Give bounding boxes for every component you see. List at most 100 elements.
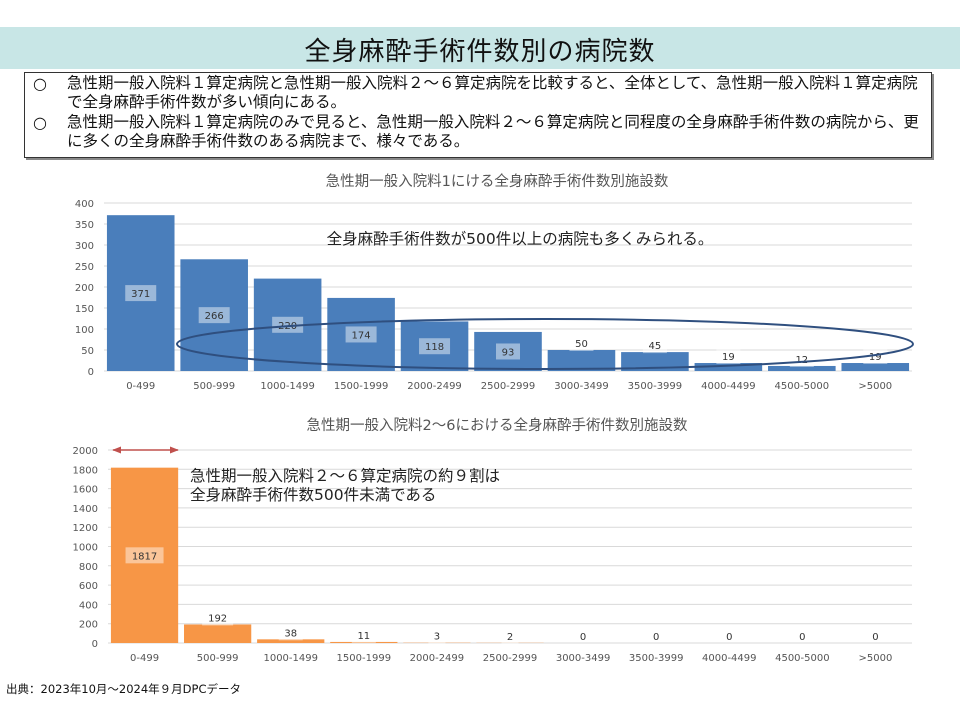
bar	[330, 641, 398, 643]
data-label-bg	[351, 626, 376, 643]
page-title: 全身麻酔手術件数別の病院数	[304, 37, 656, 67]
data-label-bg	[272, 316, 304, 333]
summary-text: 急性期一般入院料１算定病院と急性期一般入院料２～６算定病院を比較すると、全体とし…	[67, 74, 918, 111]
bar	[621, 352, 689, 371]
y-tick-label: 250	[75, 262, 94, 273]
x-tick-label: 4000-4499	[702, 653, 757, 664]
y-tick-label: 50	[81, 346, 94, 357]
data-label-bg	[428, 627, 446, 644]
x-tick-label: 500-999	[193, 381, 235, 392]
circle-bullet-icon: ○	[33, 113, 47, 132]
data-label: 45	[649, 341, 662, 352]
bar	[768, 365, 836, 371]
data-label: 2	[507, 632, 513, 643]
x-tick-label: 1500-1999	[337, 653, 392, 664]
data-label: 38	[284, 628, 297, 639]
y-tick-label: 1800	[73, 465, 98, 476]
x-tick-label: >5000	[858, 381, 892, 392]
y-tick-label: 350	[75, 220, 94, 231]
x-tick-label: 3500-3999	[629, 653, 684, 664]
data-label: 19	[722, 352, 735, 363]
bar	[257, 639, 325, 643]
data-label: 192	[208, 613, 227, 624]
data-label-bg	[125, 285, 157, 302]
y-tick-label: 1400	[73, 504, 98, 515]
y-tick-label: 150	[75, 304, 94, 315]
data-label: 266	[205, 311, 224, 322]
y-tick-label: 600	[79, 581, 98, 592]
circle-bullet-icon: ○	[33, 74, 47, 93]
x-tick-label: >5000	[859, 653, 893, 664]
x-tick-label: 2500-2999	[483, 653, 538, 664]
data-label: 93	[502, 347, 515, 358]
y-tick-label: 400	[75, 199, 94, 210]
data-label-bg	[716, 348, 741, 365]
x-tick-label: 3000-3499	[554, 381, 609, 392]
x-tick-label: 0-499	[126, 381, 155, 392]
chart-title: 急性期一般入院料1にける全身麻酔手術件数別施設数	[326, 172, 669, 190]
data-label-bg	[501, 627, 519, 644]
summary-item: ○ 急性期一般入院料１算定病院と急性期一般入院料２～６算定病院を比較すると、全体…	[25, 74, 931, 112]
data-label: 174	[352, 330, 371, 341]
bar	[110, 467, 179, 643]
title-band: 全身麻酔手術件数別の病院数	[0, 27, 960, 69]
y-tick-label: 2000	[73, 446, 98, 457]
bar	[547, 350, 616, 371]
data-label: 11	[357, 631, 370, 642]
data-label: 0	[799, 632, 805, 643]
chart-annotation-line2: 全身麻酔手術件数500件未満である	[190, 486, 436, 504]
y-tick-label: 200	[79, 620, 98, 631]
data-label-bg	[569, 335, 594, 351]
x-tick-label: 1000-1499	[263, 653, 318, 664]
data-label: 118	[425, 342, 444, 353]
y-tick-label: 1200	[73, 523, 98, 534]
highlight-ellipse	[176, 318, 914, 370]
bar	[474, 331, 542, 371]
bar	[400, 321, 469, 371]
source-note: 出典：2023年10月～2024年９月DPCデータ	[6, 682, 241, 696]
summary-item: ○ 急性期一般入院料１算定病院のみで見ると、急性期一般入院料２～６算定病院と同程…	[25, 113, 931, 151]
data-label: 3	[434, 632, 440, 643]
data-label-bg	[345, 326, 377, 343]
x-tick-label: 2000-2499	[410, 653, 465, 664]
data-label-bg	[202, 609, 234, 626]
y-tick-label: 0	[88, 367, 94, 378]
x-tick-label: 4500-5000	[775, 653, 830, 664]
data-label-bg	[125, 547, 164, 564]
data-label: 0	[872, 632, 878, 643]
data-label-bg	[642, 337, 667, 354]
x-tick-label: 1500-1999	[334, 381, 389, 392]
bar	[184, 624, 252, 643]
bar	[841, 363, 910, 371]
data-label: 371	[131, 289, 150, 300]
x-tick-label: 500-999	[197, 653, 239, 664]
x-tick-label: 2500-2999	[481, 381, 536, 392]
chart-annotation-line1: 急性期一般入院料２～６算定病院の約９割は	[190, 466, 500, 485]
data-label: 0	[580, 632, 586, 643]
chart-acute-1: 急性期一般入院料1にける全身麻酔手術件数別施設数 0 50 100 150 200 250…	[75, 172, 914, 392]
chart-annotation: 全身麻酔手術件数が500件以上の病院も多くみられる。	[327, 229, 714, 248]
data-label: 0	[726, 632, 732, 643]
data-label-bg	[198, 307, 230, 324]
data-label: 12	[795, 355, 808, 366]
chart-acute-2-6: 急性期一般入院料2～6における全身麻酔手術件数別施設数 020040060080…	[73, 416, 912, 664]
y-tick-label: 300	[75, 241, 94, 252]
summary-box: ○ 急性期一般入院料１算定病院と急性期一般入院料２～６算定病院を比較すると、全体…	[24, 72, 932, 158]
y-tick-label: 200	[75, 283, 94, 294]
data-label: 50	[575, 339, 588, 350]
data-label-bg	[278, 624, 303, 641]
bar	[180, 259, 248, 371]
summary-text: 急性期一般入院料１算定病院のみで見ると、急性期一般入院料２～６算定病院と同程度の…	[67, 113, 919, 150]
data-label: 1817	[132, 551, 157, 562]
x-tick-label: 4500-5000	[775, 381, 830, 392]
y-tick-label: 0	[92, 639, 98, 650]
x-tick-label: 1000-1499	[260, 381, 315, 392]
y-tick-label: 100	[75, 325, 94, 336]
x-tick-label: 4000-4499	[701, 381, 756, 392]
y-tick-label: 800	[79, 562, 98, 573]
data-label-bg	[496, 343, 520, 360]
data-label: 19	[869, 352, 882, 363]
data-label-bg	[419, 338, 451, 355]
y-tick-label: 1600	[73, 485, 98, 496]
